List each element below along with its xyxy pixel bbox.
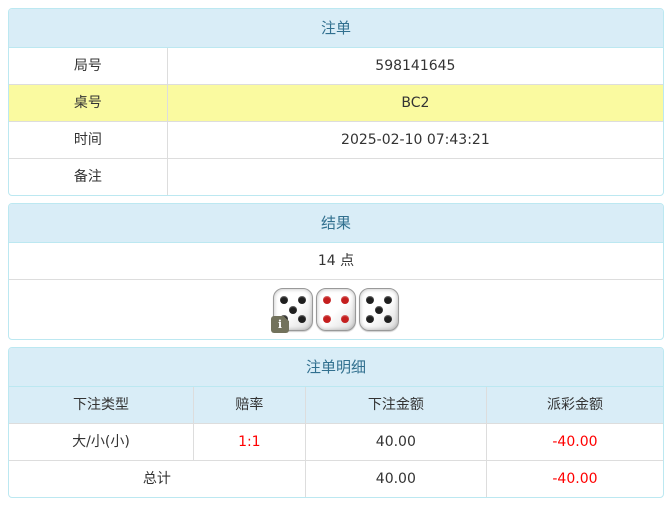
dice-container: i [17,288,655,333]
table-row-game-number: 局号 598141645 [9,48,663,85]
table-row-time: 时间 2025-02-10 07:43:21 [9,121,663,159]
total-payout-amount: -40.00 [485,460,663,497]
total-bet-amount: 40.00 [304,460,487,497]
info-icon[interactable]: i [271,316,289,333]
column-header-odds: 赔率 [192,387,306,424]
table-row-points: 14 点 [9,243,663,280]
column-header-bet-amount: 下注金额 [304,387,487,424]
die-pip [365,295,374,304]
die-pip [384,295,393,304]
die-pip [341,315,350,324]
table-row-dice: i [9,279,663,339]
result-table: 14 点 i [9,243,663,339]
odds-value: 1:1 [192,423,306,461]
die-pip [298,295,307,304]
total-label: 总计 [9,460,306,497]
time-value: 2025-02-10 07:43:21 [167,121,663,159]
row-label: 桌号 [9,84,168,122]
die-pip [322,295,331,304]
row-label: 备注 [9,158,168,195]
column-header-payout-amount: 派彩金额 [485,387,663,424]
table-number-value: BC2 [167,84,663,122]
column-header-bet-type: 下注类型 [9,387,194,424]
die-pip [341,295,350,304]
bet-detail-page: 注单 局号 598141645 桌号 BC2 时间 2025-02-10 07:… [8,8,664,498]
die-pip [375,305,383,314]
bet-panel: 注单 局号 598141645 桌号 BC2 时间 2025-02-10 07:… [8,8,664,196]
table-row-table-number: 桌号 BC2 [9,84,663,122]
die-3 [359,288,399,331]
die-pip [298,315,307,324]
result-panel-title: 结果 [9,204,663,243]
table-row-bet: 大/小(小) 1:1 40.00 -40.00 [9,423,663,461]
bet-detail-panel: 注单明细 下注类型 赔率 下注金额 派彩金额 大/小(小) 1:1 40.00 … [8,347,664,498]
die-pip [384,315,393,324]
die-pip [365,315,374,324]
table-header-row: 下注类型 赔率 下注金额 派彩金额 [9,387,663,424]
bet-panel-title: 注单 [9,9,663,48]
die-pip [289,305,297,314]
die-pip [322,315,331,324]
payout-amount-value: -40.00 [485,423,663,461]
bet-type-value: 大/小(小) [9,423,194,461]
table-row-total: 总计 40.00 -40.00 [9,460,663,497]
bet-info-table: 局号 598141645 桌号 BC2 时间 2025-02-10 07:43:… [9,48,663,195]
result-panel: 结果 14 点 i [8,203,664,340]
bet-amount-value: 40.00 [304,423,487,461]
row-label: 时间 [9,121,168,159]
die-1: i [271,288,313,333]
game-number-value: 598141645 [375,58,456,74]
table-row-remark: 备注 [9,158,663,195]
die-pip [279,295,288,304]
row-label: 局号 [9,48,168,85]
bet-detail-panel-title: 注单明细 [9,348,663,387]
points-value: 14 点 [317,253,355,269]
remark-value [167,158,663,195]
bet-detail-table: 下注类型 赔率 下注金额 派彩金额 大/小(小) 1:1 40.00 -40.0… [9,387,663,497]
die-2 [316,288,356,331]
